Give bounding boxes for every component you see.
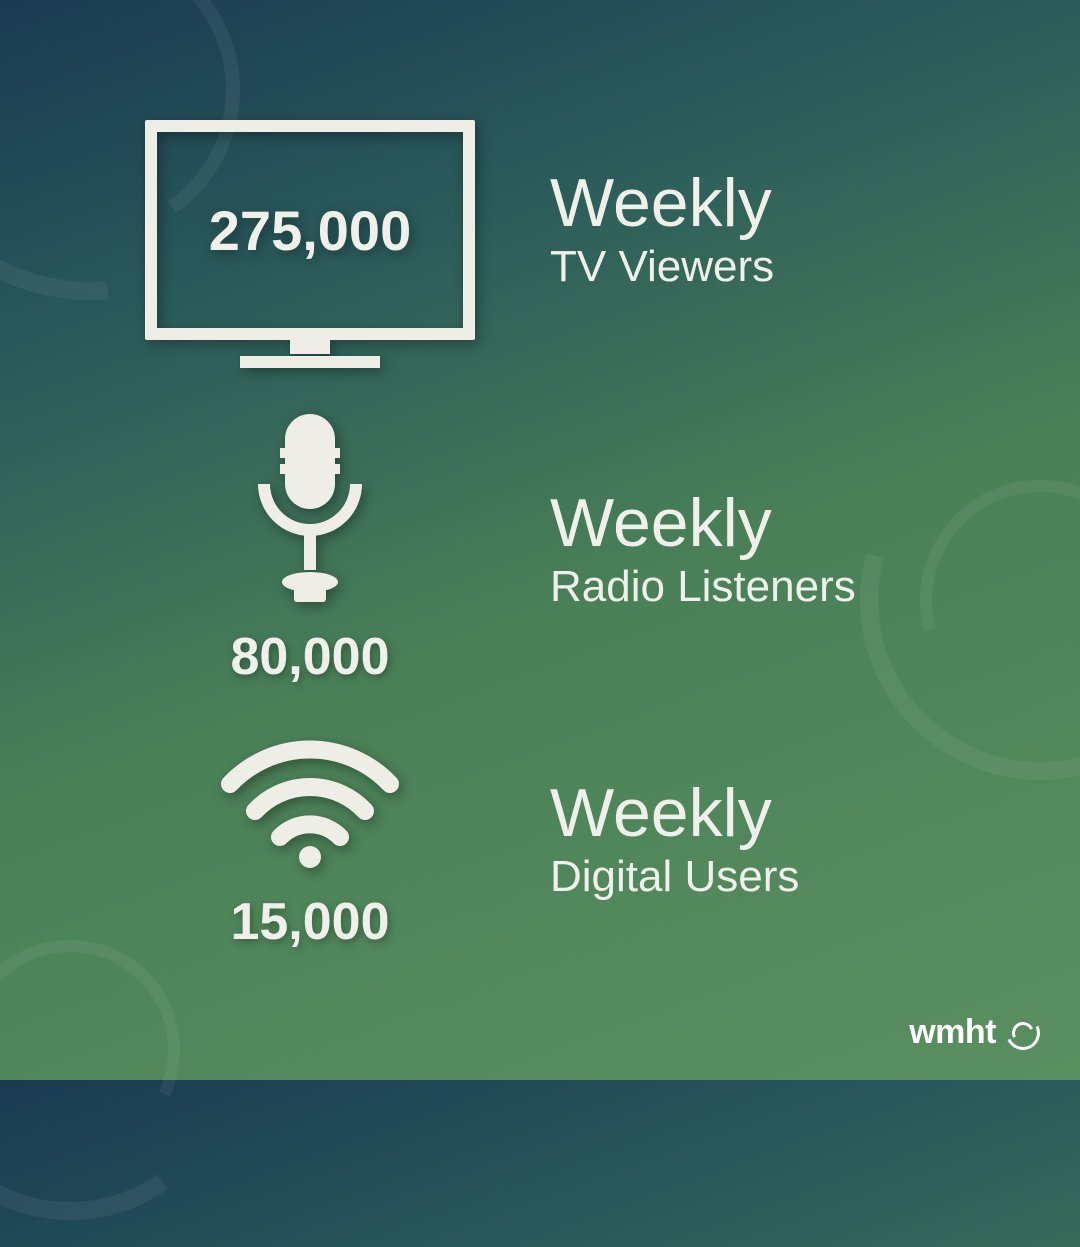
stat-row-tv: 275,000 Weekly TV Viewers [140,70,1020,390]
digital-stat-value: 15,000 [230,892,389,952]
stat-row-radio: 80,000 Weekly Radio Listeners [140,400,1020,700]
wmht-logo: wmht [909,1013,1040,1052]
tv-icon-base [240,356,380,368]
digital-label-col: Weekly Digital Users [550,778,1020,901]
digital-icon-col: 15,000 [140,729,480,952]
digital-sub-label: Digital Users [550,852,1020,902]
logo-text: wmht [909,1013,996,1052]
tv-stat-value: 275,000 [209,198,411,263]
tv-weekly-label: Weekly [550,168,1020,239]
tv-icon-col: 275,000 [140,120,480,340]
tv-icon: 275,000 [145,120,475,340]
tv-label-col: Weekly TV Viewers [550,168,1020,291]
wifi-icon [215,729,405,874]
infographic-content: 275,000 Weekly TV Viewers [0,0,1080,1080]
microphone-icon [250,414,370,609]
radio-label-col: Weekly Radio Listeners [550,488,1020,611]
radio-weekly-label: Weekly [550,488,1020,559]
radio-icon-col: 80,000 [140,414,480,687]
digital-weekly-label: Weekly [550,778,1020,849]
radio-sub-label: Radio Listeners [550,562,1020,612]
tv-sub-label: TV Viewers [550,242,1020,292]
radio-stat-value: 80,000 [230,627,389,687]
logo-swirl-icon [1006,1016,1040,1050]
stat-row-digital: 15,000 Weekly Digital Users [140,710,1020,970]
